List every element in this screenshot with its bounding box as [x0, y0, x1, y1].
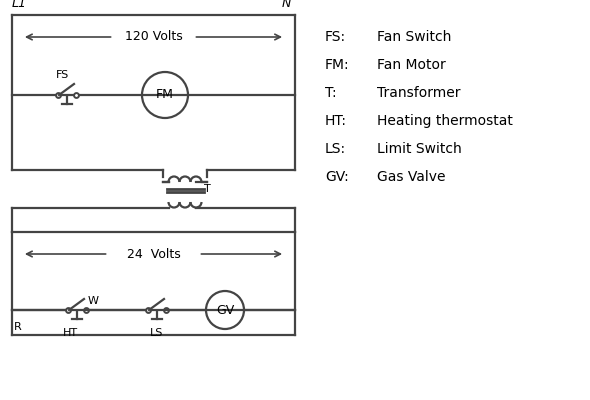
Text: T: T: [204, 184, 210, 194]
Text: FM:: FM:: [325, 58, 350, 72]
Text: Gas Valve: Gas Valve: [377, 170, 445, 184]
Text: LS: LS: [150, 328, 163, 338]
Text: W: W: [88, 296, 99, 306]
Text: L1: L1: [12, 0, 27, 10]
Text: HT: HT: [63, 328, 77, 338]
Text: T:: T:: [325, 86, 337, 100]
Text: Heating thermostat: Heating thermostat: [377, 114, 513, 128]
Text: Limit Switch: Limit Switch: [377, 142, 462, 156]
Text: FS:: FS:: [325, 30, 346, 44]
Text: LS:: LS:: [325, 142, 346, 156]
Text: FS: FS: [56, 70, 69, 80]
Text: 24  Volts: 24 Volts: [127, 248, 181, 260]
Text: Fan Motor: Fan Motor: [377, 58, 446, 72]
Text: HT:: HT:: [325, 114, 347, 128]
Text: Fan Switch: Fan Switch: [377, 30, 451, 44]
Text: N: N: [281, 0, 291, 10]
Text: Transformer: Transformer: [377, 86, 461, 100]
Text: FM: FM: [156, 88, 174, 102]
Text: 120 Volts: 120 Volts: [124, 30, 182, 44]
Text: R: R: [14, 322, 22, 332]
Text: GV:: GV:: [325, 170, 349, 184]
Text: GV: GV: [216, 304, 234, 316]
